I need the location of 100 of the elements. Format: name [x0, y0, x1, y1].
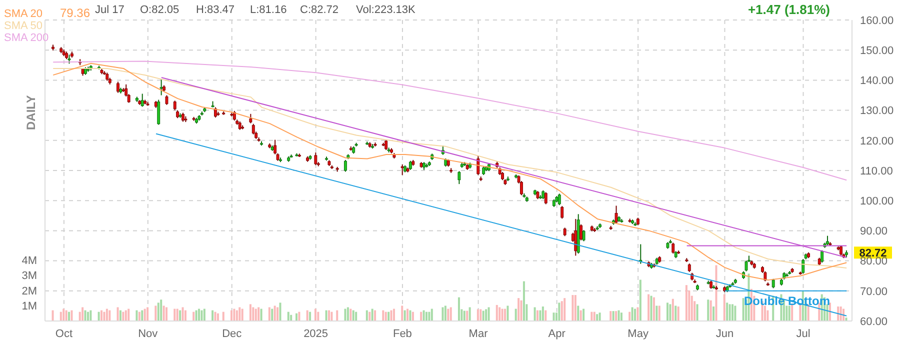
bar: [572, 295, 574, 321]
x-tick-label: Jul: [796, 328, 810, 340]
bar: [336, 310, 338, 321]
candlestick: [344, 159, 347, 172]
bar: [195, 310, 198, 321]
bar: [639, 280, 642, 321]
bar: [544, 310, 547, 321]
bar: [176, 308, 178, 321]
bar: [65, 310, 68, 321]
text: C:82.72: [300, 4, 339, 16]
bar: [501, 308, 504, 321]
y-tick-label: 60.00: [860, 316, 888, 328]
bar: [309, 312, 312, 321]
bar: [200, 310, 203, 321]
line-series: [52, 60, 848, 181]
bar: [346, 307, 349, 321]
bar: [352, 310, 354, 321]
bar: [295, 313, 298, 321]
bar: [658, 306, 660, 321]
y-tick-label: 140.00: [860, 75, 894, 88]
bar: [734, 306, 736, 321]
bar: [366, 310, 368, 321]
text: DAILY: [24, 95, 38, 130]
bar: [672, 298, 674, 321]
y-tick-label: 110.00: [860, 165, 893, 178]
candlestick: [182, 112, 184, 122]
bar: [355, 312, 358, 321]
x-tick-label: Dec: [222, 328, 242, 340]
bar: [425, 312, 428, 321]
bar: [166, 307, 168, 321]
bar: [100, 310, 103, 321]
bar: [317, 312, 320, 321]
bar: [799, 304, 802, 321]
x-tick-label: Feb: [392, 328, 412, 340]
bar: [179, 310, 182, 321]
bar: [274, 306, 276, 321]
bar: [518, 298, 520, 321]
x-tick-label: Apr: [548, 328, 566, 340]
bar: [325, 310, 328, 321]
bar: [154, 306, 157, 321]
bar: [103, 312, 106, 321]
bar: [582, 308, 585, 321]
bar: [577, 306, 580, 321]
bar: [564, 298, 566, 321]
x-tick-label: Nov: [138, 328, 158, 340]
bar: [252, 307, 254, 321]
bar: [330, 312, 333, 321]
bar: [306, 310, 308, 321]
bar: [536, 310, 539, 321]
bar: [482, 310, 484, 321]
candlestick: [820, 250, 824, 264]
y-tick-label: 100.00: [860, 196, 894, 208]
text: L:81.16: [250, 4, 287, 16]
bar: [374, 310, 376, 321]
bar: [128, 308, 130, 321]
bar: [368, 312, 371, 321]
bar: [715, 265, 718, 321]
bar: [610, 311, 612, 321]
bar: [788, 306, 790, 321]
y2-tick-label: 4M: [22, 254, 37, 267]
y-tick-label: 130.00: [860, 105, 894, 118]
bar: [458, 297, 460, 321]
bar: [618, 310, 620, 321]
bar: [271, 308, 274, 321]
bar: [222, 312, 224, 321]
bar: [84, 310, 86, 321]
candlestick: [384, 138, 388, 151]
series-label: SMA 200: [4, 32, 49, 44]
bar: [60, 312, 62, 321]
x-tick-label: Jun: [716, 328, 734, 340]
bar: [593, 312, 596, 321]
bar: [807, 304, 810, 321]
bar: [371, 308, 374, 321]
bar: [428, 312, 430, 321]
bar: [90, 310, 92, 321]
bar: [390, 310, 392, 321]
bar: [254, 308, 257, 321]
bar: [124, 310, 127, 321]
bar: [258, 307, 260, 321]
bar: [144, 308, 146, 321]
bar: [707, 300, 710, 321]
bar: [184, 310, 186, 321]
bar: [514, 308, 517, 321]
bar: [287, 312, 290, 321]
bar: [141, 310, 144, 321]
bar: [409, 310, 412, 321]
bar: [136, 310, 138, 321]
bar: [485, 309, 488, 321]
text: Jul 17: [95, 4, 124, 16]
bar: [723, 294, 726, 321]
bar: [298, 312, 300, 321]
bar: [710, 300, 712, 321]
bar: [119, 310, 122, 321]
y2-tick-label: 3M: [22, 270, 37, 282]
candlestick: [544, 192, 548, 205]
bar: [837, 306, 840, 321]
candlestick: [165, 94, 168, 106]
bar: [401, 306, 404, 321]
bar: [696, 304, 698, 321]
bar: [412, 312, 414, 321]
